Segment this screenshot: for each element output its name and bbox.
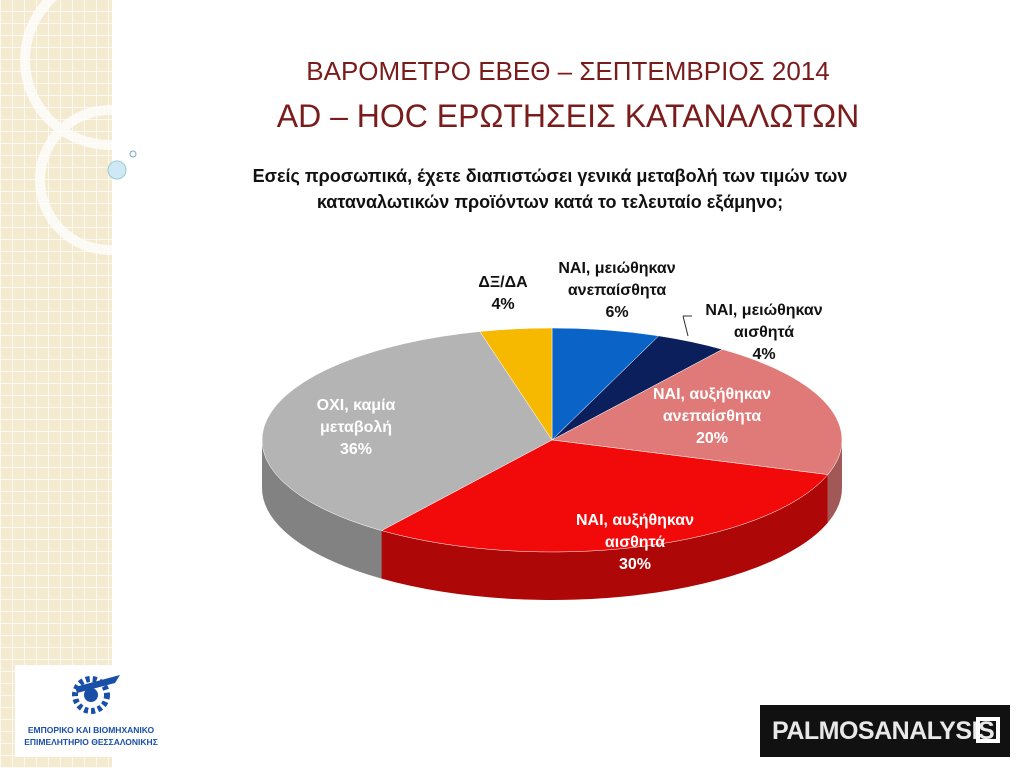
category-label: ΝΑΙ, αυξήθηκαν αισθητά [575, 512, 695, 551]
category-label: ΝΑΙ, μειώθηκαν ανεπαίσθητα [558, 260, 676, 299]
slide-subtitle: AD – HOC ΕΡΩΤΗΣΕΙΣ ΚΑΤΑΝΑΛΩΤΩΝ [276, 98, 860, 134]
value-label: 30% [618, 556, 652, 573]
logo-icon [72, 675, 120, 714]
slice-label: ΔΞ/ΔΑ 4% [463, 272, 543, 316]
value-label: 4% [752, 346, 776, 363]
slice-label: ΟΧΙ, καμία μεταβολή 36% [301, 395, 411, 461]
logo-left: ΕΜΠΟΡΙΚΟ ΚΑΙ ΒΙΟΜΗΧΑΝΙΚΟ ΕΠΙΜΕΛΗΤΗΡΙΟ ΘΕ… [15, 665, 167, 757]
category-label: ΔΞ/ΔΑ [478, 274, 528, 291]
slice-depth [381, 474, 828, 600]
slice-label: ΝΑΙ, μειώθηκαν αισθητά 4% [689, 300, 839, 366]
slice [261, 331, 553, 531]
bubble [129, 150, 137, 158]
category-label: ΝΑΙ, μειώθηκαν αισθητά [705, 302, 823, 341]
value-label: 36% [339, 441, 373, 458]
value-label: 6% [605, 304, 629, 321]
slice [551, 349, 843, 475]
chart-title: Εσείς προσωπικά, έχετε διαπιστώσει γενικ… [252, 166, 848, 212]
slice [380, 439, 829, 553]
logo-right: PALMOSANALYSIS [760, 705, 1010, 757]
value-label: 4% [491, 296, 515, 313]
leader-line [682, 315, 689, 337]
slice-label: ΝΑΙ, αυξήθηκαν αισθητά 30% [555, 510, 715, 576]
slice-label: ΝΑΙ, μειώθηκαν ανεπαίσθητα 6% [542, 258, 692, 324]
slide-title: ΒΑΡΟΜΕΤΡΟ ΕΒΕΘ – ΣΕΠΤΕΜΒΡΙΟΣ 2014 [306, 56, 830, 86]
slice-depth [262, 440, 382, 579]
logo-icon [976, 717, 1000, 743]
decoration [20, 0, 200, 255]
logo-text: ΕΠΙΜΕΛΗΤΗΡΙΟ ΘΕΣΣΑΛΟΝΙΚΗΣ [24, 737, 158, 747]
value-label: 20% [695, 430, 729, 447]
slice-label: ΝΑΙ, αυξήθηκαν ανεπαίσθητα 20% [632, 384, 792, 450]
logo-text: PALMOSANALYSIS [772, 717, 995, 745]
slice [479, 327, 553, 441]
category-label: ΟΧΙ, καμία μεταβολή [316, 397, 396, 436]
bubble [107, 160, 127, 180]
pie [261, 327, 843, 600]
logo-text: ΕΜΠΟΡΙΚΟ ΚΑΙ ΒΙΟΜΗΧΑΝΙΚΟ [27, 725, 155, 735]
category-label: ΝΑΙ, αυξήθηκαν ανεπαίσθητα [652, 386, 772, 425]
slice-depth [827, 440, 842, 523]
